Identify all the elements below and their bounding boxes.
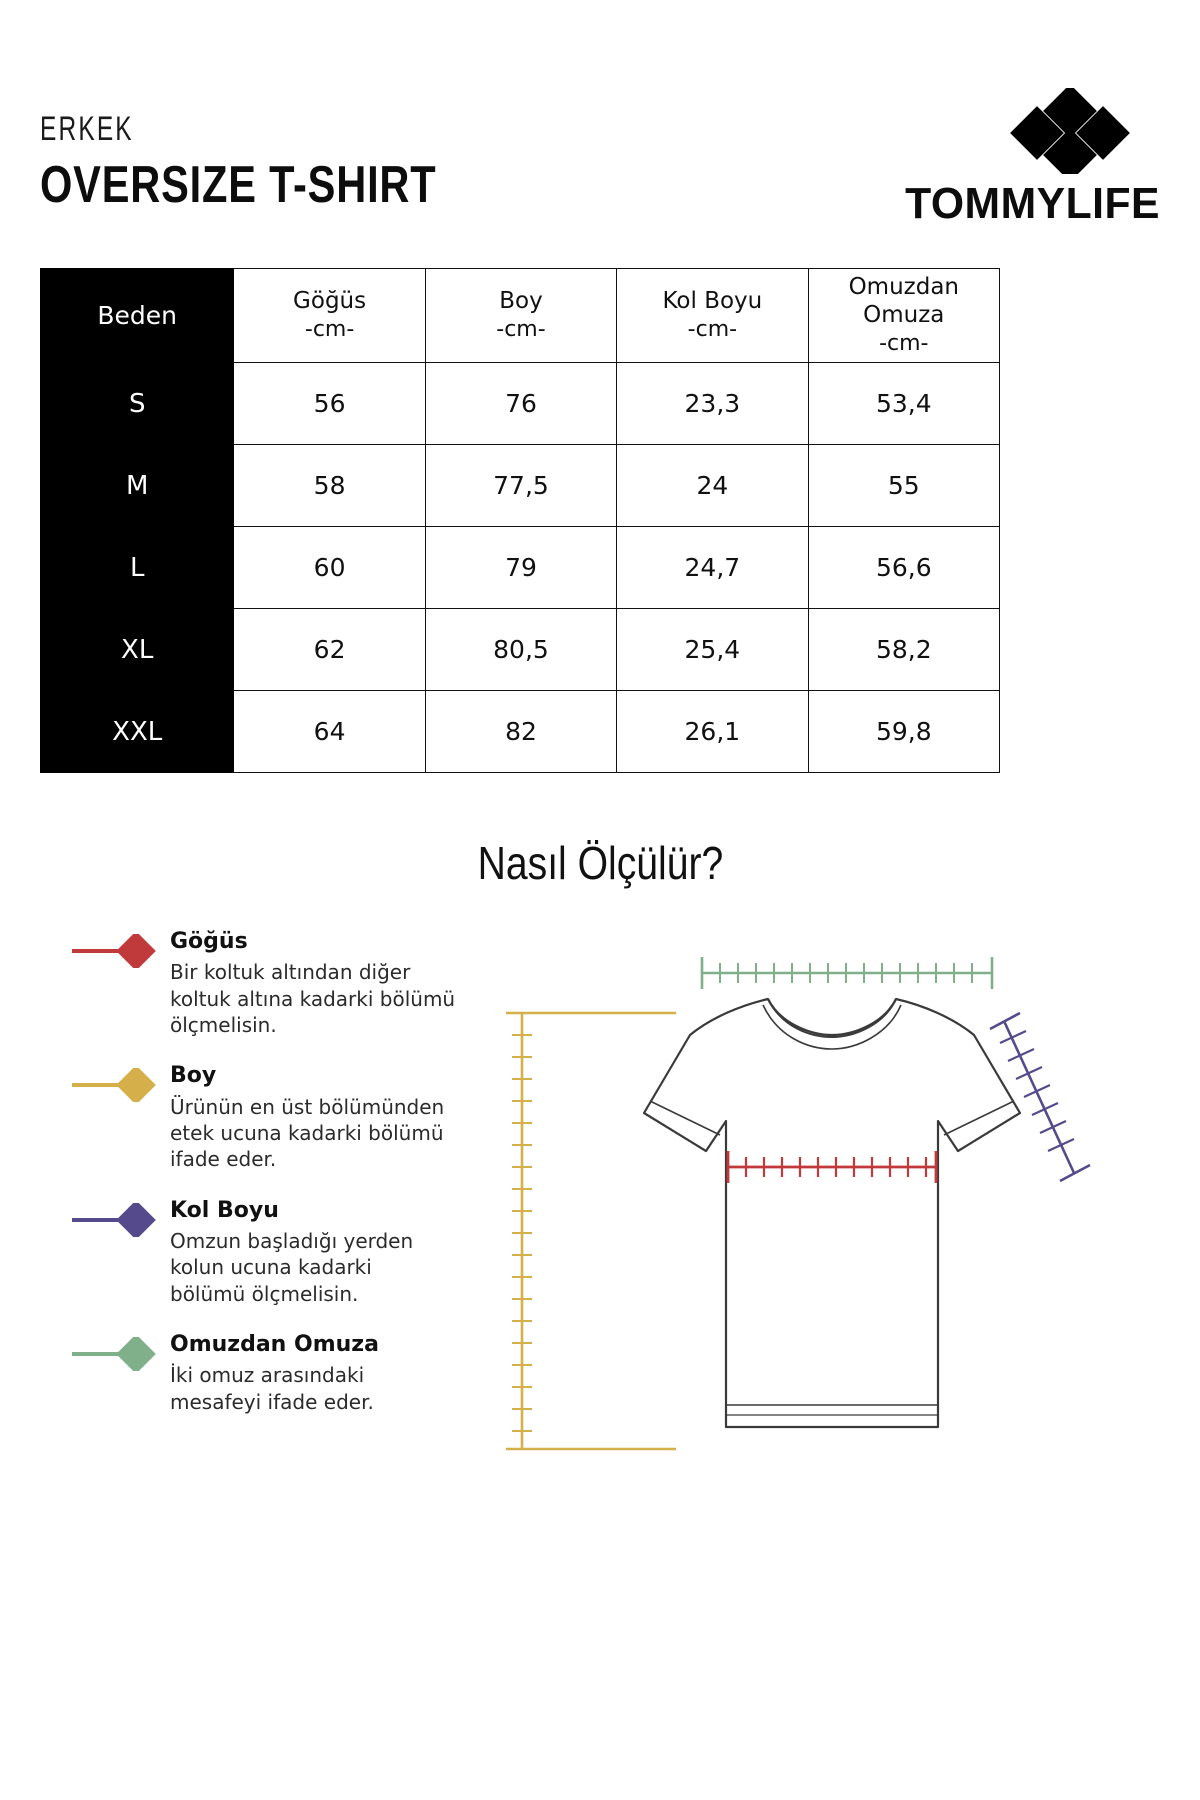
measure-line-kol-boyu: [989, 1011, 1091, 1183]
cell-size: XL: [39, 608, 235, 691]
column-header-gogus: Göğüs -cm-: [233, 268, 426, 363]
tshirt-outline: [642, 997, 1022, 1429]
table-row: L 60 79 24,7 56,6: [39, 526, 1001, 609]
legend-label-boy: Boy: [170, 1063, 217, 1089]
legend-item-boy: Boy Ürünün en üst bölümünden etek ucuna …: [70, 1064, 500, 1172]
page-eyebrow: ERKEK: [40, 110, 134, 148]
cell-kol-boyu: 26,1: [616, 690, 809, 773]
unit-label-kol-boyu: -cm-: [687, 317, 738, 343]
size-table: Beden Göğüs -cm- Boy -cm- Kol Boyu -cm- …: [39, 268, 1001, 773]
measure-line-boy: [506, 1011, 676, 1451]
legend-label-kol-boyu: Kol Boyu: [170, 1197, 279, 1223]
legend-desc-omuzdan-omuza: İki omuz arasındaki mesafeyi ifade eder.: [170, 1363, 374, 1414]
measure-line-gogus: [726, 1151, 938, 1183]
unit-label-boy: -cm-: [496, 317, 546, 343]
cell-kol-boyu: 24: [616, 444, 809, 527]
column-header-boy: Boy -cm-: [424, 268, 618, 363]
title-block: ERKEK OVERSIZE T-SHIRT: [40, 112, 536, 213]
size-table-container: Beden Göğüs -cm- Boy -cm- Kol Boyu -cm- …: [39, 268, 1001, 773]
page-title: OVERSIZE T-SHIRT: [40, 156, 437, 214]
tshirt-diagram-svg: [506, 957, 1091, 1451]
unit-label-omuzdan-omuza: -cm-: [879, 330, 929, 356]
four-diamonds-logo-icon: [1010, 88, 1130, 174]
diamond-pointer-icon: [72, 1068, 156, 1103]
legend-item-gogus: Göğüs Bir koltuk altından diğer koltuk a…: [70, 929, 500, 1038]
cell-omuzdan-omuza: 55: [807, 444, 1001, 527]
table-row: XXL 64 82 26,1 59,8: [39, 690, 1001, 773]
column-header-kol-boyu: Kol Boyu -cm-: [616, 268, 809, 363]
diamond-pointer-icon: [72, 1202, 156, 1237]
how-to-measure-title: Nasıl Ölçülür?: [477, 837, 723, 889]
legend-desc-gogus: Bir koltuk altından diğer koltuk altına …: [170, 960, 456, 1037]
legend-item-omuzdan-omuza: Omuzdan Omuza İki omuz arasındaki mesafe…: [70, 1332, 500, 1423]
cell-kol-boyu: 25,4: [616, 608, 809, 691]
table-body: S 56 76 23,3 53,4 M 58 77,5 24 55 L 60 7…: [39, 362, 1001, 773]
diamond-pointer-icon: [72, 1337, 156, 1372]
cell-kol-boyu: 24,7: [616, 526, 809, 609]
unit-label-gogus: -cm-: [304, 317, 355, 343]
table-row: S 56 76 23,3 53,4: [39, 362, 1001, 445]
brand-name: TOMMYLIFE: [905, 179, 1160, 228]
tshirt-diagram: [480, 935, 1170, 1495]
cell-omuzdan-omuza: 56,6: [807, 526, 1001, 609]
cell-size: L: [39, 526, 235, 609]
cell-boy: 76: [424, 362, 618, 445]
cell-boy: 77,5: [424, 444, 618, 527]
cell-size: M: [39, 444, 235, 527]
cell-gogus: 62: [233, 608, 426, 691]
brand-logo: TOMMYLIFE: [860, 88, 1160, 226]
cell-boy: 79: [424, 526, 618, 609]
cell-omuzdan-omuza: 53,4: [807, 362, 1001, 445]
cell-boy: 80,5: [424, 608, 618, 691]
diamond-pointer-icon: [72, 934, 156, 968]
table-row: M 58 77,5 24 55: [39, 444, 1001, 527]
table-head: Beden Göğüs -cm- Boy -cm- Kol Boyu -cm- …: [39, 268, 1001, 363]
cell-gogus: 64: [233, 690, 426, 773]
cell-boy: 82: [424, 690, 618, 773]
measure-line-omuzdan-omuza: [700, 957, 994, 989]
column-header-omuzdan-omuza: Omuzdan Omuza -cm-: [807, 268, 1001, 363]
cell-gogus: 58: [233, 444, 426, 527]
cell-gogus: 56: [233, 362, 426, 445]
legend-label-omuzdan-omuza: Omuzdan Omuza: [170, 1332, 379, 1358]
cell-size: S: [39, 362, 235, 445]
legend-label-gogus: Göğüs: [170, 929, 248, 954]
cell-kol-boyu: 23,3: [616, 362, 809, 445]
table-header-row: Beden Göğüs -cm- Boy -cm- Kol Boyu -cm- …: [39, 268, 1001, 363]
cell-omuzdan-omuza: 59,8: [807, 690, 1001, 773]
cell-size: XXL: [39, 690, 235, 773]
table-row: XL 62 80,5 25,4 58,2: [39, 608, 1001, 691]
column-header-beden: Beden: [39, 268, 235, 363]
cell-omuzdan-omuza: 58,2: [807, 608, 1001, 691]
measurement-legend: Göğüs Bir koltuk altından diğer koltuk a…: [70, 929, 500, 1449]
cell-gogus: 60: [233, 526, 426, 609]
legend-desc-boy: Ürünün en üst bölümünden etek ucuna kada…: [170, 1094, 445, 1172]
legend-desc-kol-boyu: Omzun başladığı yerden kolun ucuna kadar…: [170, 1228, 414, 1306]
legend-item-kol-boyu: Kol Boyu Omzun başladığı yerden kolun uc…: [70, 1197, 500, 1307]
page-header: ERKEK OVERSIZE T-SHIRT TOMMYLIFE: [0, 0, 1200, 250]
